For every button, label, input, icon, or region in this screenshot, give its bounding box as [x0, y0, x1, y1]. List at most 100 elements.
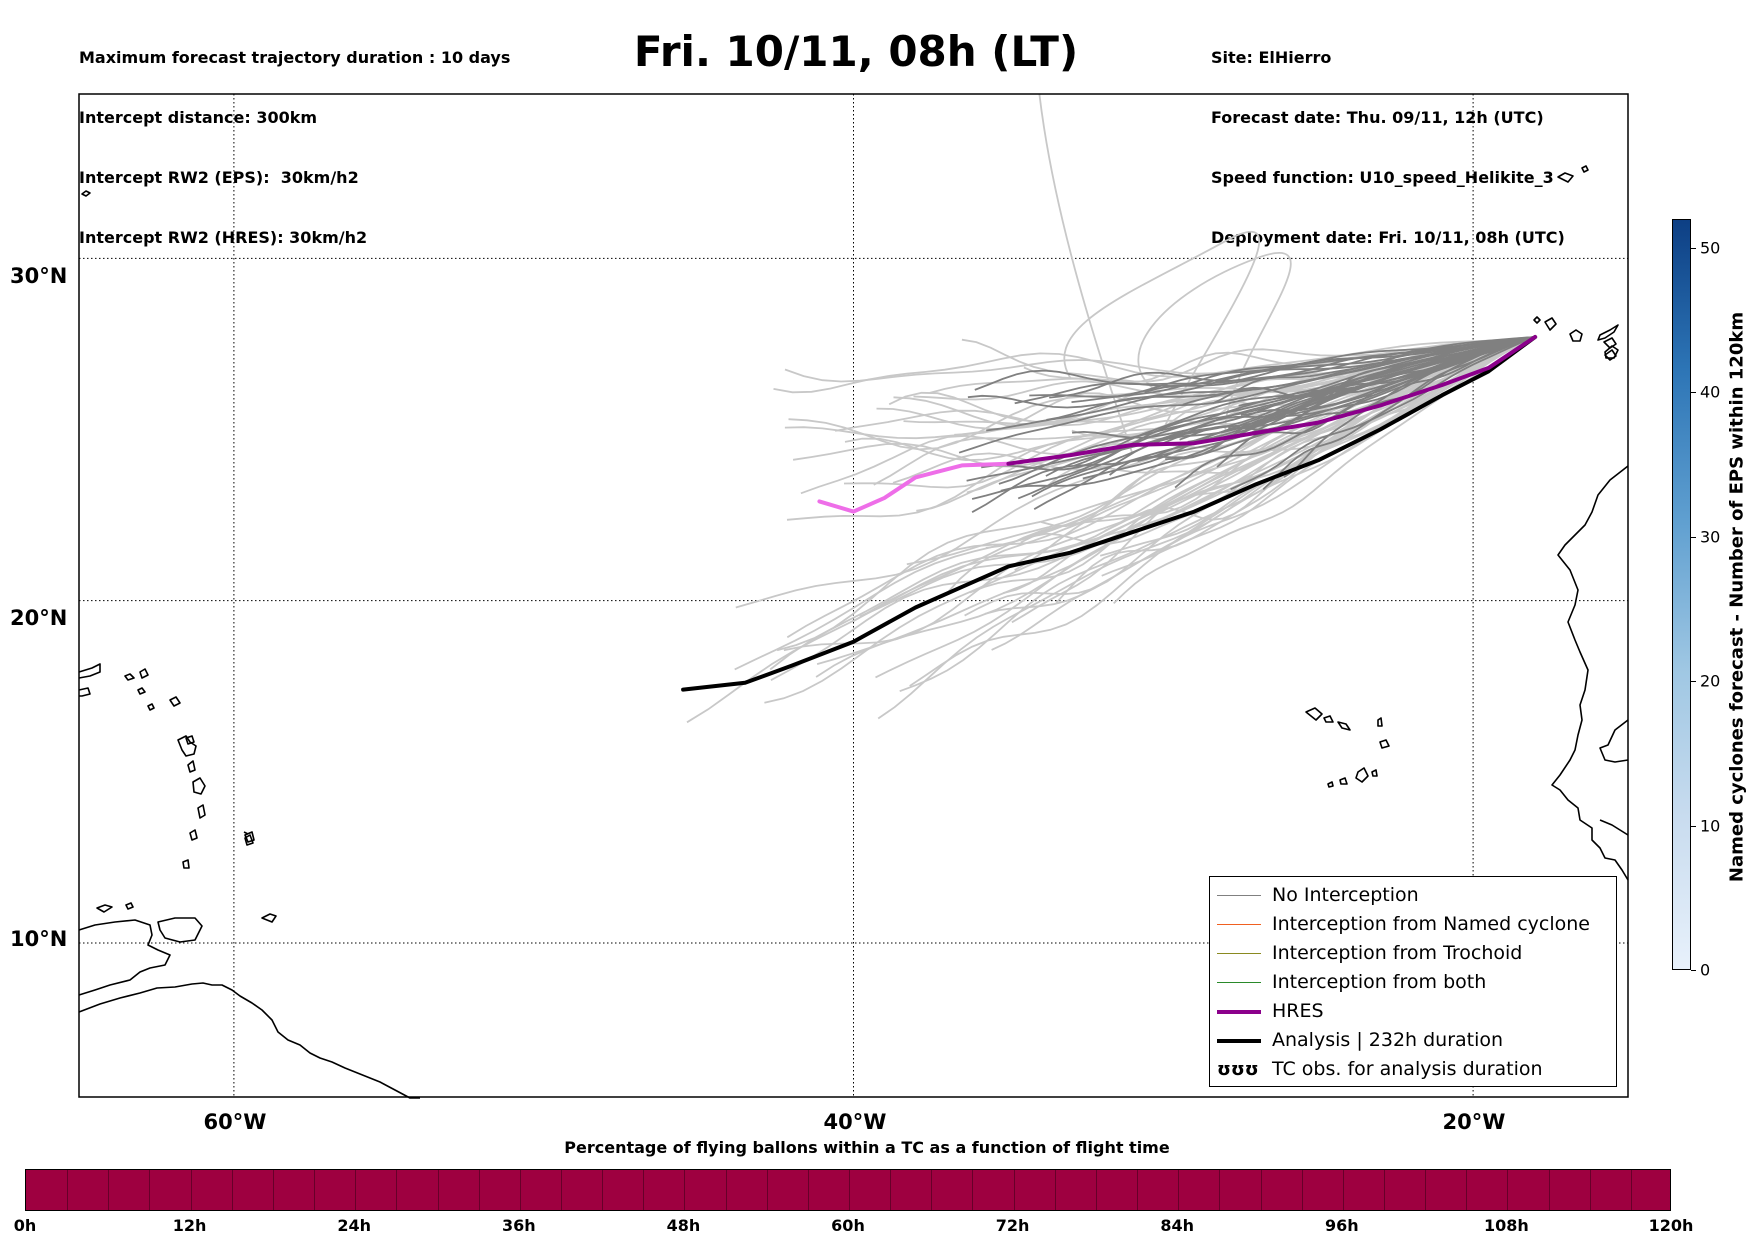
island-barbuda: [185, 735, 195, 745]
puerto-rico: [78, 663, 101, 679]
island-trinidad: [157, 917, 203, 943]
island-gran-canaria: [1569, 329, 1583, 342]
eps-member-line: [971, 336, 1536, 500]
percentage-bar-divider: [437, 1170, 439, 1210]
eps-member-line: [773, 336, 1536, 394]
island-barbados: [244, 834, 254, 846]
percentage-bar-divider: [1589, 1170, 1591, 1210]
legend-label: HRES: [1272, 1000, 1324, 1022]
percentage-bar-divider: [1425, 1170, 1427, 1210]
colorbar-tick-label: 10: [1700, 816, 1721, 836]
colorbar-tick-mark: [1691, 825, 1696, 827]
legend-swatch-green: [1217, 982, 1261, 983]
percentage-bar-divider: [1548, 1170, 1550, 1210]
percentage-caption: Percentage of flying ballons within a TC…: [564, 1138, 1170, 1157]
island-fuerteventura: [1597, 324, 1619, 341]
cape-verde-santiago: [1355, 767, 1369, 783]
percentage-bar-divider: [643, 1170, 645, 1210]
eps-member-loop: [1063, 231, 1261, 430]
analysis-track: [681, 335, 1538, 692]
africa-coast-2: [1599, 719, 1629, 763]
param-intercept-distance: Intercept distance: 300km: [79, 108, 318, 127]
eps-member-line: [1109, 336, 1536, 476]
tc-symbol-icon: ʊʊʊ: [1217, 1059, 1259, 1080]
legend-swatch-purple: [1217, 1010, 1261, 1014]
percentage-bar-divider: [1219, 1170, 1221, 1210]
colorbar-tick-mark: [1691, 247, 1696, 249]
lat-label-20n: 20°N: [10, 606, 68, 630]
cape-verde-boa-vista: [1379, 739, 1390, 749]
legend-swatch-gray: [1217, 895, 1261, 896]
lon-label-60w: 60°W: [203, 1110, 267, 1134]
percentage-bar-divider: [1013, 1170, 1015, 1210]
cape-verde-brava: [1327, 781, 1334, 788]
legend-item-hres: HRES: [1210, 997, 1616, 1026]
percentage-bar-divider: [355, 1170, 357, 1210]
percentage-bar-divider: [478, 1170, 480, 1210]
coastlines: [78, 165, 1629, 1099]
island-small-left: [244, 831, 255, 843]
percentage-tick-label: 96h: [1324, 1216, 1359, 1235]
legend-item-analysis: Analysis | 232h duration: [1210, 1026, 1616, 1055]
colorbar-tick-mark: [1691, 970, 1696, 971]
run-parameters: Maximum forecast trajectory duration : 1…: [79, 8, 510, 268]
eps-member-line: [770, 336, 1536, 681]
island-antigua: [169, 696, 181, 707]
island-el-hierro: [1533, 316, 1541, 324]
colorbar-tick-label: 40: [1700, 382, 1721, 402]
colorbar-tick-label: 50: [1700, 238, 1721, 258]
south-america-coast: [78, 982, 420, 1099]
meta-site: Site: ElHierro: [1211, 48, 1332, 67]
percentage-bar-divider: [149, 1170, 151, 1210]
percentage-bar-divider: [725, 1170, 727, 1210]
percentage-bar-divider: [560, 1170, 562, 1210]
eps-member-line: [967, 336, 1536, 409]
percentage-bar-divider: [972, 1170, 974, 1210]
eps-member-line: [1256, 336, 1536, 436]
percentage-bar-divider: [1383, 1170, 1385, 1210]
legend-swatch-orange: [1217, 924, 1261, 925]
eps-member-line: [1045, 336, 1536, 477]
percentage-bar-divider: [231, 1170, 233, 1210]
legend-label: Interception from Trochoid: [1272, 942, 1523, 964]
percentage-bar-divider: [1507, 1170, 1509, 1210]
eps-member-line: [991, 336, 1536, 651]
forecast-metadata: Site: ElHierro Forecast date: Thu. 09/11…: [1211, 8, 1565, 268]
meta-speed-function: Speed function: U10_speed_Helikite_3: [1211, 168, 1554, 187]
colorbar-tick-mark: [1691, 536, 1696, 538]
eps-member-loop: [1038, 93, 1134, 454]
island-martinique: [192, 777, 206, 795]
legend-label: Interception from both: [1272, 971, 1487, 993]
main-tracks: [681, 335, 1538, 692]
meta-deployment-date: Deployment date: Fri. 10/11, 08h (UTC): [1211, 228, 1565, 247]
colorbar-label: Named cyclones forecast - Number of EPS …: [1726, 311, 1748, 883]
percentage-bar-divider: [396, 1170, 398, 1210]
percentage-bar-divider: [1137, 1170, 1139, 1210]
legend-swatch-black: [1217, 1039, 1261, 1043]
param-rw2-eps: Intercept RW2 (EPS): 30km/h2: [79, 168, 359, 187]
island-st-lucia: [197, 804, 206, 819]
percentage-tick-label: 72h: [995, 1216, 1030, 1235]
eps-member-line: [1071, 336, 1536, 403]
eps-member-line: [1049, 336, 1536, 399]
colorbar-tick-label: 0: [1700, 960, 1711, 980]
param-rw2-hres: Intercept RW2 (HRES): 30km/h2: [79, 228, 368, 247]
percentage-tick-label: 36h: [501, 1216, 536, 1235]
percentage-tick-label: 24h: [337, 1216, 372, 1235]
legend-item-tc-obs: ʊʊʊ TC obs. for analysis duration: [1210, 1055, 1616, 1084]
cape-verde-sao-vicente: [1323, 715, 1334, 723]
lon-label-20w: 20°W: [1442, 1110, 1506, 1134]
percentage-tick-label: 0h: [13, 1216, 37, 1235]
colorbar-tick-label: 30: [1700, 527, 1721, 547]
colorbar-tick-mark: [1691, 392, 1696, 394]
percentage-tick-label: 108h: [1483, 1216, 1529, 1235]
hres-track-extension: [817, 461, 1011, 514]
island-tobago: [261, 913, 277, 923]
colorbar-tick-mark: [1691, 681, 1696, 683]
meta-forecast-date: Forecast date: Thu. 09/11, 12h (UTC): [1211, 108, 1544, 127]
cape-verde-sal: [1377, 717, 1383, 727]
island-st-vincent: [189, 829, 198, 841]
legend-item-trochoid: Interception from Trochoid: [1210, 939, 1616, 968]
island-aruba: [125, 902, 134, 910]
